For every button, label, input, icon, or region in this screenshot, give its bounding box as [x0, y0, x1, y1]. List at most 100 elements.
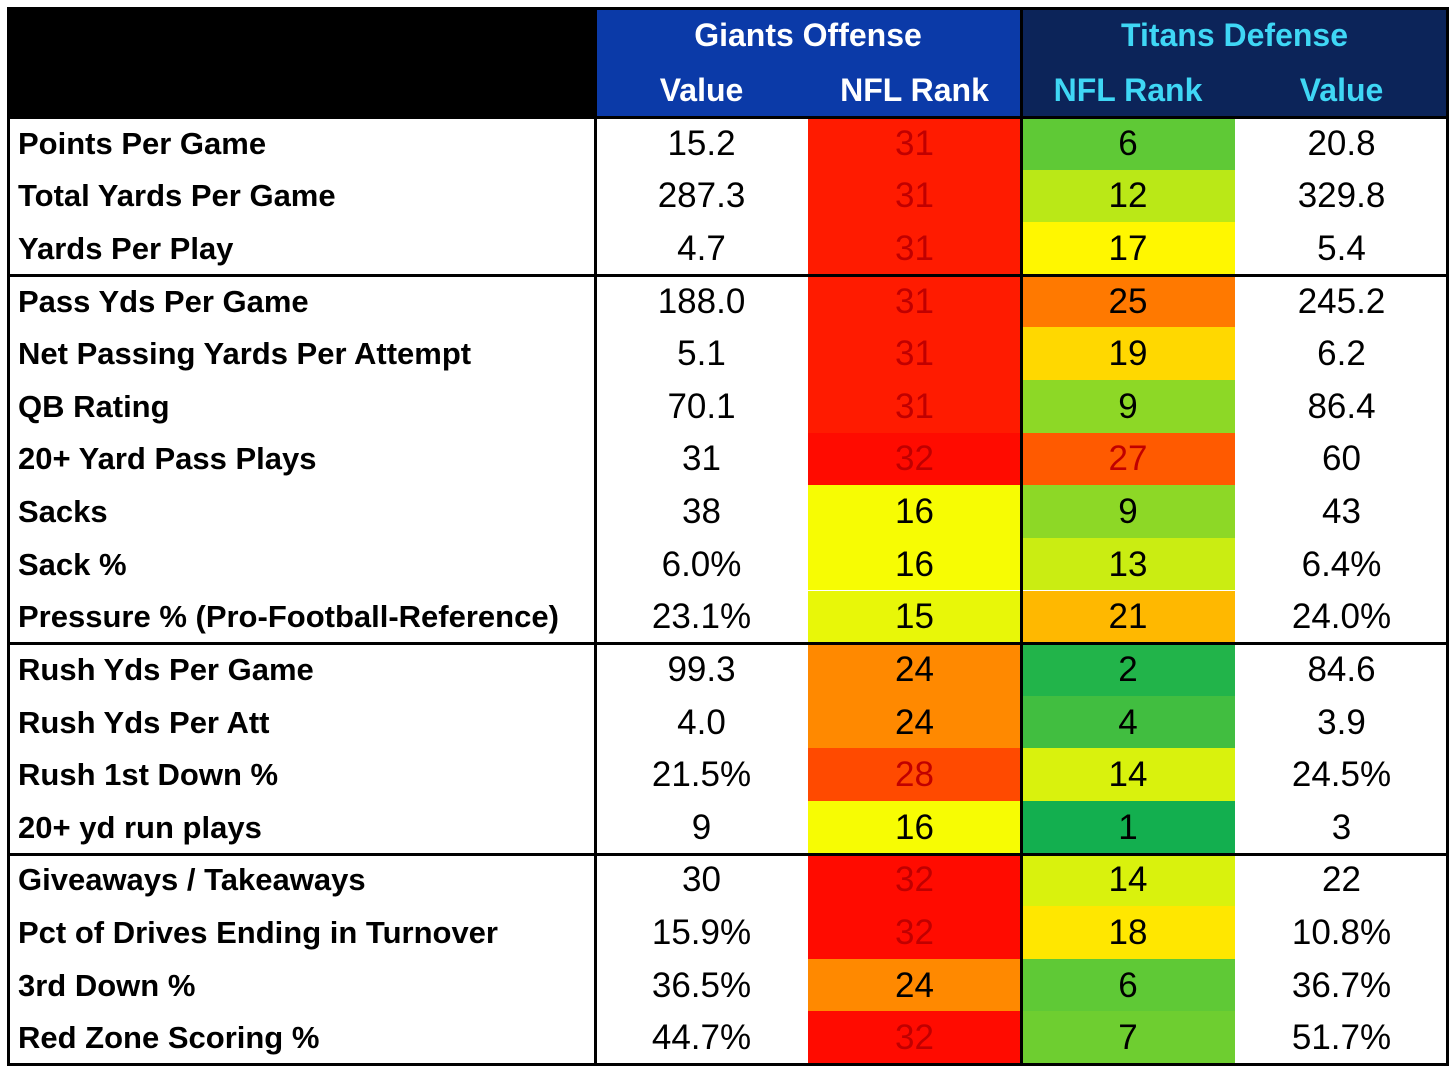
titans-rank-cell: 2	[1021, 643, 1235, 696]
giants-offense-header: Giants Offense	[595, 8, 1021, 62]
giants-value-cell: 4.0	[677, 702, 726, 742]
giants-rank-cell: 32	[808, 1011, 1021, 1064]
giants-rank-cell: 16	[808, 485, 1021, 538]
titans-value-cell: 5.4	[1317, 229, 1366, 269]
giants-rank-cell: 31	[808, 327, 1021, 381]
titans-rank-cell: 6	[1021, 958, 1235, 1012]
titans-value-cell: 86.4	[1307, 386, 1376, 426]
giants-value-cell: 21.5%	[651, 755, 752, 795]
giants-rank-cell: 31	[808, 380, 1021, 433]
giants-rank-cell: 31	[808, 222, 1021, 275]
titans-rank-cell: 18	[1021, 906, 1235, 959]
stat-label: Sacks	[18, 494, 108, 530]
stat-label: Net Passing Yards Per Attempt	[18, 336, 472, 372]
stat-label: 20+ Yard Pass Plays	[18, 441, 317, 477]
stat-label: Points Per Game	[18, 125, 267, 161]
titans-rank-cell: 14	[1021, 748, 1235, 801]
titans-rank-cell: 14	[1021, 853, 1235, 907]
giants-rank-cell: 31	[808, 274, 1021, 328]
giants-rank-cell: 16	[808, 800, 1021, 854]
giants-rank-cell: 32	[808, 432, 1021, 486]
titans-value-cell: 43	[1322, 492, 1361, 532]
giants-value-cell: 9	[691, 807, 712, 847]
giants-value-cell: 38	[682, 492, 721, 532]
titans-rank-header: NFL Rank	[1021, 62, 1235, 117]
border-group-divider	[7, 274, 1449, 277]
giants-rank-cell: 31	[808, 169, 1021, 223]
titans-value-cell: 24.0%	[1291, 597, 1392, 637]
titans-value-cell: 20.8	[1307, 123, 1376, 163]
titans-rank-cell: 9	[1021, 380, 1235, 433]
border-group-divider	[7, 642, 1449, 645]
titans-rank-cell: 17	[1021, 222, 1235, 275]
titans-value-cell: 51.7%	[1291, 1018, 1392, 1058]
border-top	[7, 7, 1449, 10]
giants-value-cell: 44.7%	[651, 1018, 752, 1058]
titans-rank-cell: 6	[1021, 117, 1235, 170]
giants-rank-cell: 24	[808, 643, 1021, 696]
stat-label: Rush 1st Down %	[18, 757, 279, 793]
titans-rank-cell: 27	[1021, 432, 1235, 486]
giants-rank-header: NFL Rank	[808, 62, 1021, 117]
giants-rank-cell: 31	[808, 117, 1021, 170]
giants-value-cell: 5.1	[677, 334, 726, 374]
titans-rank-cell: 9	[1021, 485, 1235, 538]
stat-label: Red Zone Scoring %	[18, 1020, 320, 1056]
stat-label: Yards Per Play	[18, 231, 234, 267]
titans-value-cell: 24.5%	[1291, 755, 1392, 795]
titans-defense-header: Titans Defense	[1021, 8, 1448, 62]
titans-rank-cell: 13	[1021, 537, 1235, 591]
giants-value-cell: 6.0%	[661, 544, 742, 584]
giants-value-cell: 70.1	[667, 386, 736, 426]
titans-rank-cell: 25	[1021, 274, 1235, 328]
titans-value-cell: 6.4%	[1301, 544, 1382, 584]
stat-label: Pct of Drives Ending in Turnover	[18, 914, 498, 950]
giants-value-cell: 188.0	[657, 281, 746, 321]
titans-value-cell: 10.8%	[1291, 912, 1392, 952]
stat-label: Rush Yds Per Game	[18, 651, 314, 687]
titans-rank-cell: 1	[1021, 800, 1235, 854]
border-left	[7, 7, 10, 1065]
titans-rank-cell: 4	[1021, 695, 1235, 749]
titans-value-cell: 84.6	[1307, 649, 1376, 689]
titans-value-cell: 245.2	[1297, 281, 1386, 321]
giants-rank-cell: 15	[808, 590, 1021, 644]
giants-rank-cell: 16	[808, 537, 1021, 591]
border-bottom	[7, 1063, 1449, 1066]
stat-label: 3rd Down %	[18, 967, 196, 1003]
giants-value-cell: 4.7	[677, 229, 726, 269]
stat-label: Giveaways / Takeaways	[18, 862, 366, 898]
titans-rank-cell: 7	[1021, 1011, 1235, 1064]
border-col-label	[594, 8, 597, 1064]
giants-value-cell: 15.2	[667, 123, 736, 163]
stat-label: QB Rating	[18, 388, 170, 424]
titans-value-cell: 22	[1322, 860, 1361, 900]
stat-label: Pass Yds Per Game	[18, 283, 309, 319]
titans-value-cell: 36.7%	[1291, 965, 1392, 1005]
border-header-bottom	[7, 116, 1449, 119]
giants-value-cell: 23.1%	[651, 597, 752, 637]
giants-rank-cell: 32	[808, 906, 1021, 959]
giants-rank-cell: 24	[808, 958, 1021, 1012]
stat-label: Pressure % (Pro-Football-Reference)	[18, 599, 559, 635]
stat-label: Total Yards Per Game	[18, 178, 336, 214]
stat-label: Rush Yds Per Att	[18, 704, 270, 740]
giants-value-cell: 31	[682, 439, 721, 479]
titans-rank-cell: 19	[1021, 327, 1235, 381]
giants-value-header: Value	[595, 62, 808, 117]
titans-value-header: Value	[1235, 62, 1448, 117]
giants-rank-cell: 32	[808, 853, 1021, 907]
giants-value-cell: 99.3	[667, 649, 736, 689]
border-group-divider	[7, 853, 1449, 856]
stat-label: 20+ yd run plays	[18, 809, 262, 845]
titans-value-cell: 329.8	[1297, 176, 1386, 216]
titans-value-cell: 6.2	[1317, 334, 1366, 374]
titans-value-cell: 60	[1322, 439, 1361, 479]
titans-value-cell: 3.9	[1317, 702, 1366, 742]
giants-value-cell: 30	[682, 860, 721, 900]
giants-value-cell: 36.5%	[651, 965, 752, 1005]
header-corner	[8, 8, 595, 117]
titans-value-cell: 3	[1331, 807, 1352, 847]
titans-rank-cell: 21	[1021, 590, 1235, 644]
